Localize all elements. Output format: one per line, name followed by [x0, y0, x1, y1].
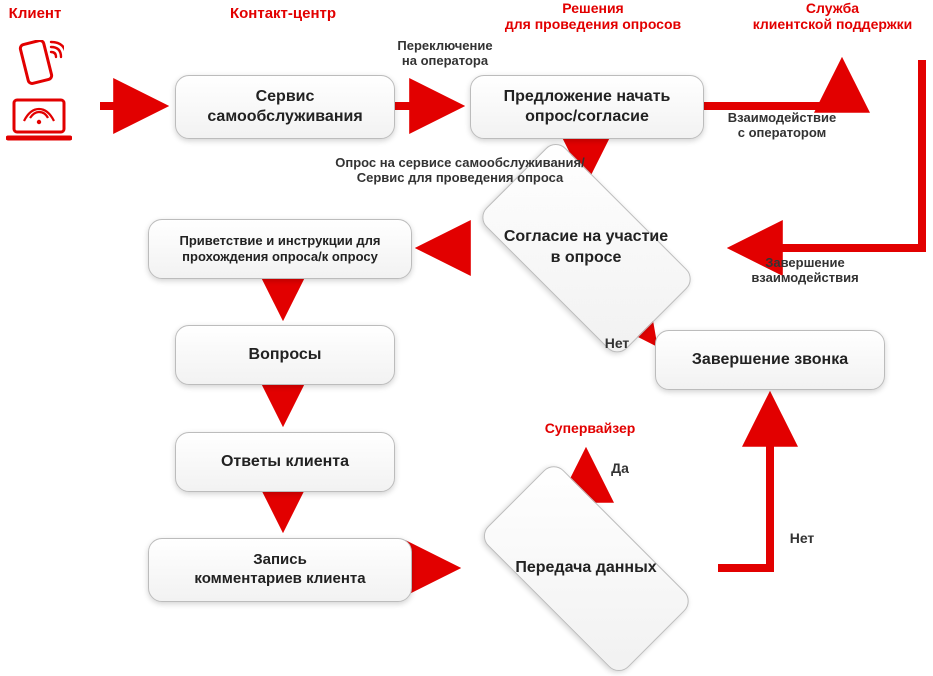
n_greet: Приветствие и инструкции для прохождения… — [148, 219, 412, 279]
n_self: Сервис самообслуживания — [175, 75, 395, 139]
client-phone-icon — [18, 40, 64, 86]
l_yes: Да — [605, 460, 635, 476]
l_interact: Взаимодействие с оператором — [702, 110, 862, 140]
h_solutions: Решения для проведения опросов — [478, 0, 708, 32]
h_client: Клиент — [0, 5, 70, 22]
n_end: Завершение звонка — [655, 330, 885, 390]
l_super: Супервайзер — [520, 420, 660, 436]
n_rec: Запись комментариев клиента — [148, 538, 412, 602]
h_contact: Контакт-центр — [218, 5, 348, 22]
a_support_consent — [738, 60, 922, 248]
n_quest: Вопросы — [175, 325, 395, 385]
n_ans: Ответы клиента — [175, 432, 395, 492]
a_offer_support — [702, 68, 842, 106]
l_finish: Завершение взаимодействия — [720, 255, 890, 285]
client-laptop-icon — [6, 96, 72, 144]
n_offer: Предложение начать опрос/согласие — [470, 75, 704, 139]
l_no2: Нет — [782, 530, 822, 546]
l_switch: Переключение на оператора — [370, 38, 520, 68]
a_transfer_end — [718, 402, 770, 568]
h_support: Служба клиентской поддержки — [730, 0, 933, 32]
d_transfer: Передача данных — [447, 494, 725, 642]
d_consent: Согласие на участие в опросе — [447, 170, 725, 326]
